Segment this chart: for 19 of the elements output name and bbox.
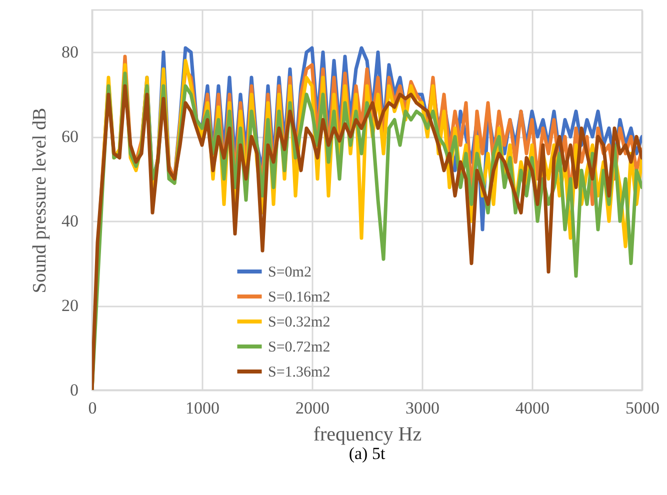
x-tick-label: 0 — [88, 398, 97, 418]
legend-label: S=0.32m2 — [268, 314, 330, 330]
y-tick-label: 40 — [62, 212, 78, 231]
x-tick-label: 2000 — [296, 398, 330, 418]
x-tick-label: 5000 — [626, 398, 660, 418]
y-tick-label: 20 — [62, 296, 78, 316]
legend-label: S=1.36m2 — [268, 364, 330, 380]
y-tick-label: 60 — [62, 127, 78, 146]
x-axis-title: frequency Hz — [313, 424, 422, 446]
x-tick-label: 1000 — [186, 398, 220, 418]
legend-label: S=0.16m2 — [268, 290, 330, 306]
y-axis-title: Sound pressure level dB — [30, 108, 50, 294]
legend-label: S=0m2 — [268, 264, 312, 280]
legend-label: S=0.72m2 — [268, 340, 330, 356]
x-tick-label: 3000 — [406, 398, 440, 418]
y-tick-label: 0 — [70, 380, 78, 400]
y-tick-label: 80 — [62, 42, 78, 62]
x-tick-label: 4000 — [516, 398, 550, 418]
text: (a) 5t — [348, 444, 386, 463]
